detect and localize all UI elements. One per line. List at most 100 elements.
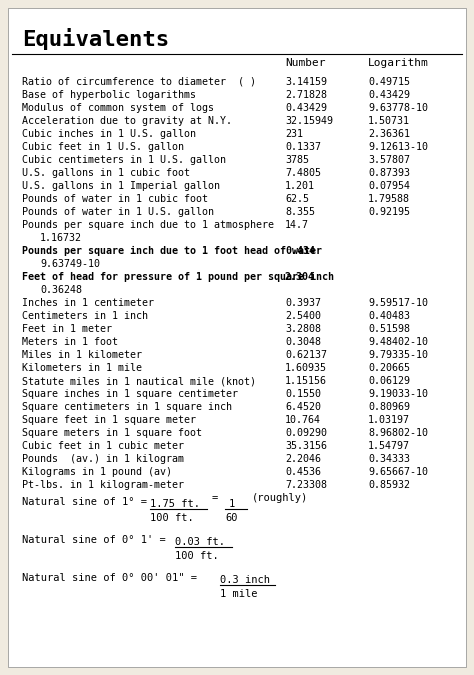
Text: Square centimeters in 1 square inch: Square centimeters in 1 square inch xyxy=(22,402,232,412)
Text: 9.48402-10: 9.48402-10 xyxy=(368,337,428,347)
Text: 0.3937: 0.3937 xyxy=(285,298,321,308)
Text: 9.59517-10: 9.59517-10 xyxy=(368,298,428,308)
Text: 9.12613-10: 9.12613-10 xyxy=(368,142,428,152)
Text: 1.50731: 1.50731 xyxy=(368,116,410,126)
Text: Cubic feet in 1 cubic meter: Cubic feet in 1 cubic meter xyxy=(22,441,184,451)
Text: 0.43429: 0.43429 xyxy=(285,103,327,113)
Text: 2.304: 2.304 xyxy=(285,272,315,282)
Text: 1 mile: 1 mile xyxy=(220,589,257,599)
Text: 0.92195: 0.92195 xyxy=(368,207,410,217)
Text: 0.36248: 0.36248 xyxy=(40,285,82,295)
Text: Kilograms in 1 pound (av): Kilograms in 1 pound (av) xyxy=(22,467,172,477)
Text: 100 ft.: 100 ft. xyxy=(150,513,194,523)
Text: 0.03 ft.: 0.03 ft. xyxy=(175,537,225,547)
Text: Base of hyperbolic logarithms: Base of hyperbolic logarithms xyxy=(22,90,196,100)
Text: 14.7: 14.7 xyxy=(285,220,309,230)
Text: 35.3156: 35.3156 xyxy=(285,441,327,451)
Text: Equivalents: Equivalents xyxy=(22,28,169,50)
Text: 0.3 inch: 0.3 inch xyxy=(220,575,270,585)
Text: 0.434: 0.434 xyxy=(285,246,315,256)
Text: Pt-lbs. in 1 kilogram-meter: Pt-lbs. in 1 kilogram-meter xyxy=(22,480,184,490)
Text: 0.85932: 0.85932 xyxy=(368,480,410,490)
Text: Kilometers in 1 mile: Kilometers in 1 mile xyxy=(22,363,142,373)
Text: 3.2808: 3.2808 xyxy=(285,324,321,334)
Text: 1.15156: 1.15156 xyxy=(285,376,327,386)
Text: 0.1337: 0.1337 xyxy=(285,142,321,152)
Text: 9.63749-10: 9.63749-10 xyxy=(40,259,100,269)
FancyBboxPatch shape xyxy=(8,8,466,667)
Text: U.S. gallons in 1 Imperial gallon: U.S. gallons in 1 Imperial gallon xyxy=(22,181,220,191)
Text: Logarithm: Logarithm xyxy=(368,58,429,68)
Text: Pounds of water in 1 cubic foot: Pounds of water in 1 cubic foot xyxy=(22,194,208,204)
Text: 1.201: 1.201 xyxy=(285,181,315,191)
Text: 9.19033-10: 9.19033-10 xyxy=(368,389,428,399)
Text: Feet in 1 meter: Feet in 1 meter xyxy=(22,324,112,334)
Text: 1.16732: 1.16732 xyxy=(40,233,82,243)
Text: Miles in 1 kilometer: Miles in 1 kilometer xyxy=(22,350,142,360)
Text: 2.5400: 2.5400 xyxy=(285,311,321,321)
Text: Pounds per square inch due to 1 foot head of water: Pounds per square inch due to 1 foot hea… xyxy=(22,246,322,256)
Text: 231: 231 xyxy=(285,129,303,139)
Text: 0.4536: 0.4536 xyxy=(285,467,321,477)
Text: 1.75 ft.: 1.75 ft. xyxy=(150,499,200,509)
Text: U.S. gallons in 1 cubic foot: U.S. gallons in 1 cubic foot xyxy=(22,168,190,178)
Text: 1.03197: 1.03197 xyxy=(368,415,410,425)
Text: Feet of head for pressure of 1 pound per square inch: Feet of head for pressure of 1 pound per… xyxy=(22,272,334,282)
Text: Cubic feet in 1 U.S. gallon: Cubic feet in 1 U.S. gallon xyxy=(22,142,184,152)
Text: Ratio of circumference to diameter  ( ): Ratio of circumference to diameter ( ) xyxy=(22,77,256,87)
Text: 0.3048: 0.3048 xyxy=(285,337,321,347)
Text: Statute miles in 1 nautical mile (knot): Statute miles in 1 nautical mile (knot) xyxy=(22,376,256,386)
Text: 0.06129: 0.06129 xyxy=(368,376,410,386)
Text: Number: Number xyxy=(285,58,326,68)
Text: =: = xyxy=(212,493,218,503)
Text: 62.5: 62.5 xyxy=(285,194,309,204)
Text: 6.4520: 6.4520 xyxy=(285,402,321,412)
Text: 2.2046: 2.2046 xyxy=(285,454,321,464)
Text: 0.43429: 0.43429 xyxy=(368,90,410,100)
Text: 0.51598: 0.51598 xyxy=(368,324,410,334)
Text: 0.87393: 0.87393 xyxy=(368,168,410,178)
Text: 1: 1 xyxy=(229,499,235,509)
Text: 0.1550: 0.1550 xyxy=(285,389,321,399)
Text: Meters in 1 foot: Meters in 1 foot xyxy=(22,337,118,347)
Text: 2.36361: 2.36361 xyxy=(368,129,410,139)
Text: 7.4805: 7.4805 xyxy=(285,168,321,178)
Text: 9.63778-10: 9.63778-10 xyxy=(368,103,428,113)
Text: Natural sine of 0° 00' 01" =: Natural sine of 0° 00' 01" = xyxy=(22,573,197,583)
Text: 2.71828: 2.71828 xyxy=(285,90,327,100)
Text: Square inches in 1 square centimeter: Square inches in 1 square centimeter xyxy=(22,389,238,399)
Text: 0.07954: 0.07954 xyxy=(368,181,410,191)
Text: Natural sine of 1° =: Natural sine of 1° = xyxy=(22,497,147,507)
Text: 8.355: 8.355 xyxy=(285,207,315,217)
Text: 0.49715: 0.49715 xyxy=(368,77,410,87)
Text: 9.79335-10: 9.79335-10 xyxy=(368,350,428,360)
Text: 0.80969: 0.80969 xyxy=(368,402,410,412)
Text: 7.23308: 7.23308 xyxy=(285,480,327,490)
Text: Cubic inches in 1 U.S. gallon: Cubic inches in 1 U.S. gallon xyxy=(22,129,196,139)
Text: 32.15949: 32.15949 xyxy=(285,116,333,126)
Text: 0.40483: 0.40483 xyxy=(368,311,410,321)
Text: Pounds  (av.) in 1 kilogram: Pounds (av.) in 1 kilogram xyxy=(22,454,184,464)
Text: 1.54797: 1.54797 xyxy=(368,441,410,451)
Text: 60: 60 xyxy=(225,513,237,523)
Text: 9.65667-10: 9.65667-10 xyxy=(368,467,428,477)
Text: Acceleration due to gravity at N.Y.: Acceleration due to gravity at N.Y. xyxy=(22,116,232,126)
Text: Natural sine of 0° 1' =: Natural sine of 0° 1' = xyxy=(22,535,166,545)
Text: 3785: 3785 xyxy=(285,155,309,165)
Text: 3.14159: 3.14159 xyxy=(285,77,327,87)
Text: 0.34333: 0.34333 xyxy=(368,454,410,464)
Text: Square feet in 1 square meter: Square feet in 1 square meter xyxy=(22,415,196,425)
Text: Square meters in 1 square foot: Square meters in 1 square foot xyxy=(22,428,202,438)
Text: Inches in 1 centimeter: Inches in 1 centimeter xyxy=(22,298,154,308)
Text: 0.20665: 0.20665 xyxy=(368,363,410,373)
Text: 0.09290: 0.09290 xyxy=(285,428,327,438)
Text: Pounds per square inch due to 1 atmosphere: Pounds per square inch due to 1 atmosphe… xyxy=(22,220,274,230)
Text: 3.57807: 3.57807 xyxy=(368,155,410,165)
Text: (roughly): (roughly) xyxy=(252,493,308,503)
Text: Pounds of water in 1 U.S. gallon: Pounds of water in 1 U.S. gallon xyxy=(22,207,214,217)
Text: 1.60935: 1.60935 xyxy=(285,363,327,373)
Text: Centimeters in 1 inch: Centimeters in 1 inch xyxy=(22,311,148,321)
Text: 1.79588: 1.79588 xyxy=(368,194,410,204)
Text: 10.764: 10.764 xyxy=(285,415,321,425)
Text: 0.62137: 0.62137 xyxy=(285,350,327,360)
